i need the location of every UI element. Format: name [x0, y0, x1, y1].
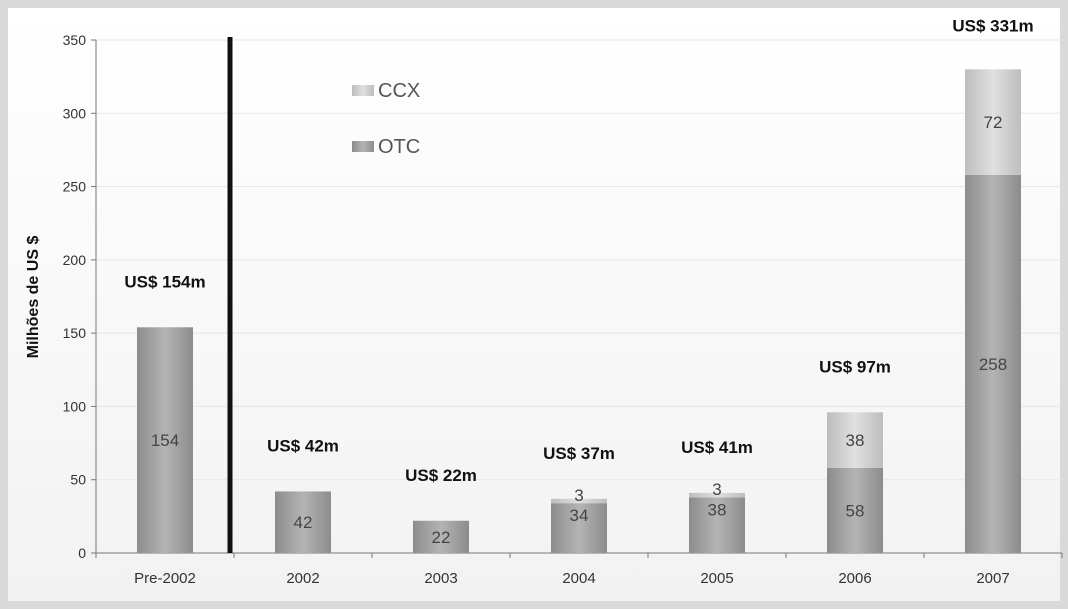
segment-label-ccx: 3 — [574, 486, 583, 505]
bar-otc — [275, 491, 331, 553]
y-axis-title: Milhões de US $ — [25, 236, 42, 359]
total-label: US$ 37m — [543, 444, 615, 463]
y-tick-label: 200 — [63, 252, 87, 268]
total-label: US$ 97m — [819, 357, 891, 376]
segment-label-ccx: 72 — [984, 113, 1003, 132]
x-tick-label: 2007 — [976, 570, 1009, 587]
y-tick-label: 0 — [78, 545, 86, 561]
y-tick-label: 50 — [70, 472, 86, 488]
bar-otc — [413, 520, 469, 553]
bars — [137, 69, 1021, 554]
segment-label-ccx: 3 — [712, 480, 721, 499]
legend-label-ccx: CCX — [378, 80, 420, 102]
bar-otc — [965, 174, 1021, 554]
y-tick-label: 100 — [63, 398, 87, 414]
bar-ccx — [689, 492, 745, 498]
legend-label-otc: OTC — [378, 136, 420, 158]
total-label: US$ 22m — [405, 466, 477, 485]
bar-ccx — [551, 498, 607, 504]
total-label: US$ 41m — [681, 438, 753, 457]
x-tick-label: 2005 — [700, 570, 733, 587]
y-tick-label: 150 — [63, 325, 87, 341]
bar-otc — [827, 467, 883, 553]
segment-label-ccx: 38 — [846, 431, 865, 450]
legend-swatch-otc — [352, 141, 374, 152]
segment-label-otc: 58 — [846, 501, 865, 520]
segment-label-otc: 22 — [432, 528, 451, 547]
segment-label-otc: 258 — [979, 355, 1007, 374]
segment-label-otc: 34 — [570, 506, 589, 525]
segment-label-otc: 154 — [151, 431, 179, 450]
total-label: US$ 331m — [952, 16, 1033, 35]
bar-ccx — [965, 69, 1021, 175]
y-tick-label: 300 — [63, 105, 87, 121]
total-label: US$ 42m — [267, 436, 339, 455]
axes: 0 50 100 150 200 250 300 350 Pre-2002 2002 2003 200… — [63, 32, 1063, 587]
y-tick-label: 350 — [63, 32, 87, 48]
x-tick-label: 2006 — [838, 570, 871, 587]
x-tick-label: 2003 — [424, 570, 457, 587]
x-tick-label: 2004 — [562, 570, 595, 587]
legend: CCX OTC — [352, 80, 420, 158]
y-tick-label: 250 — [63, 179, 87, 195]
bar-otc — [137, 327, 193, 553]
total-label: US$ 154m — [124, 272, 205, 291]
legend-swatch-ccx — [352, 85, 374, 96]
segment-label-otc: 38 — [708, 500, 727, 519]
bar-ccx — [827, 412, 883, 468]
segment-label-otc: 42 — [294, 513, 313, 532]
gridlines — [96, 39, 1062, 481]
bar-otc — [689, 497, 745, 553]
x-tick-label: Pre-2002 — [134, 570, 196, 587]
bar-otc — [551, 503, 607, 553]
x-tick-label: 2002 — [286, 570, 319, 587]
